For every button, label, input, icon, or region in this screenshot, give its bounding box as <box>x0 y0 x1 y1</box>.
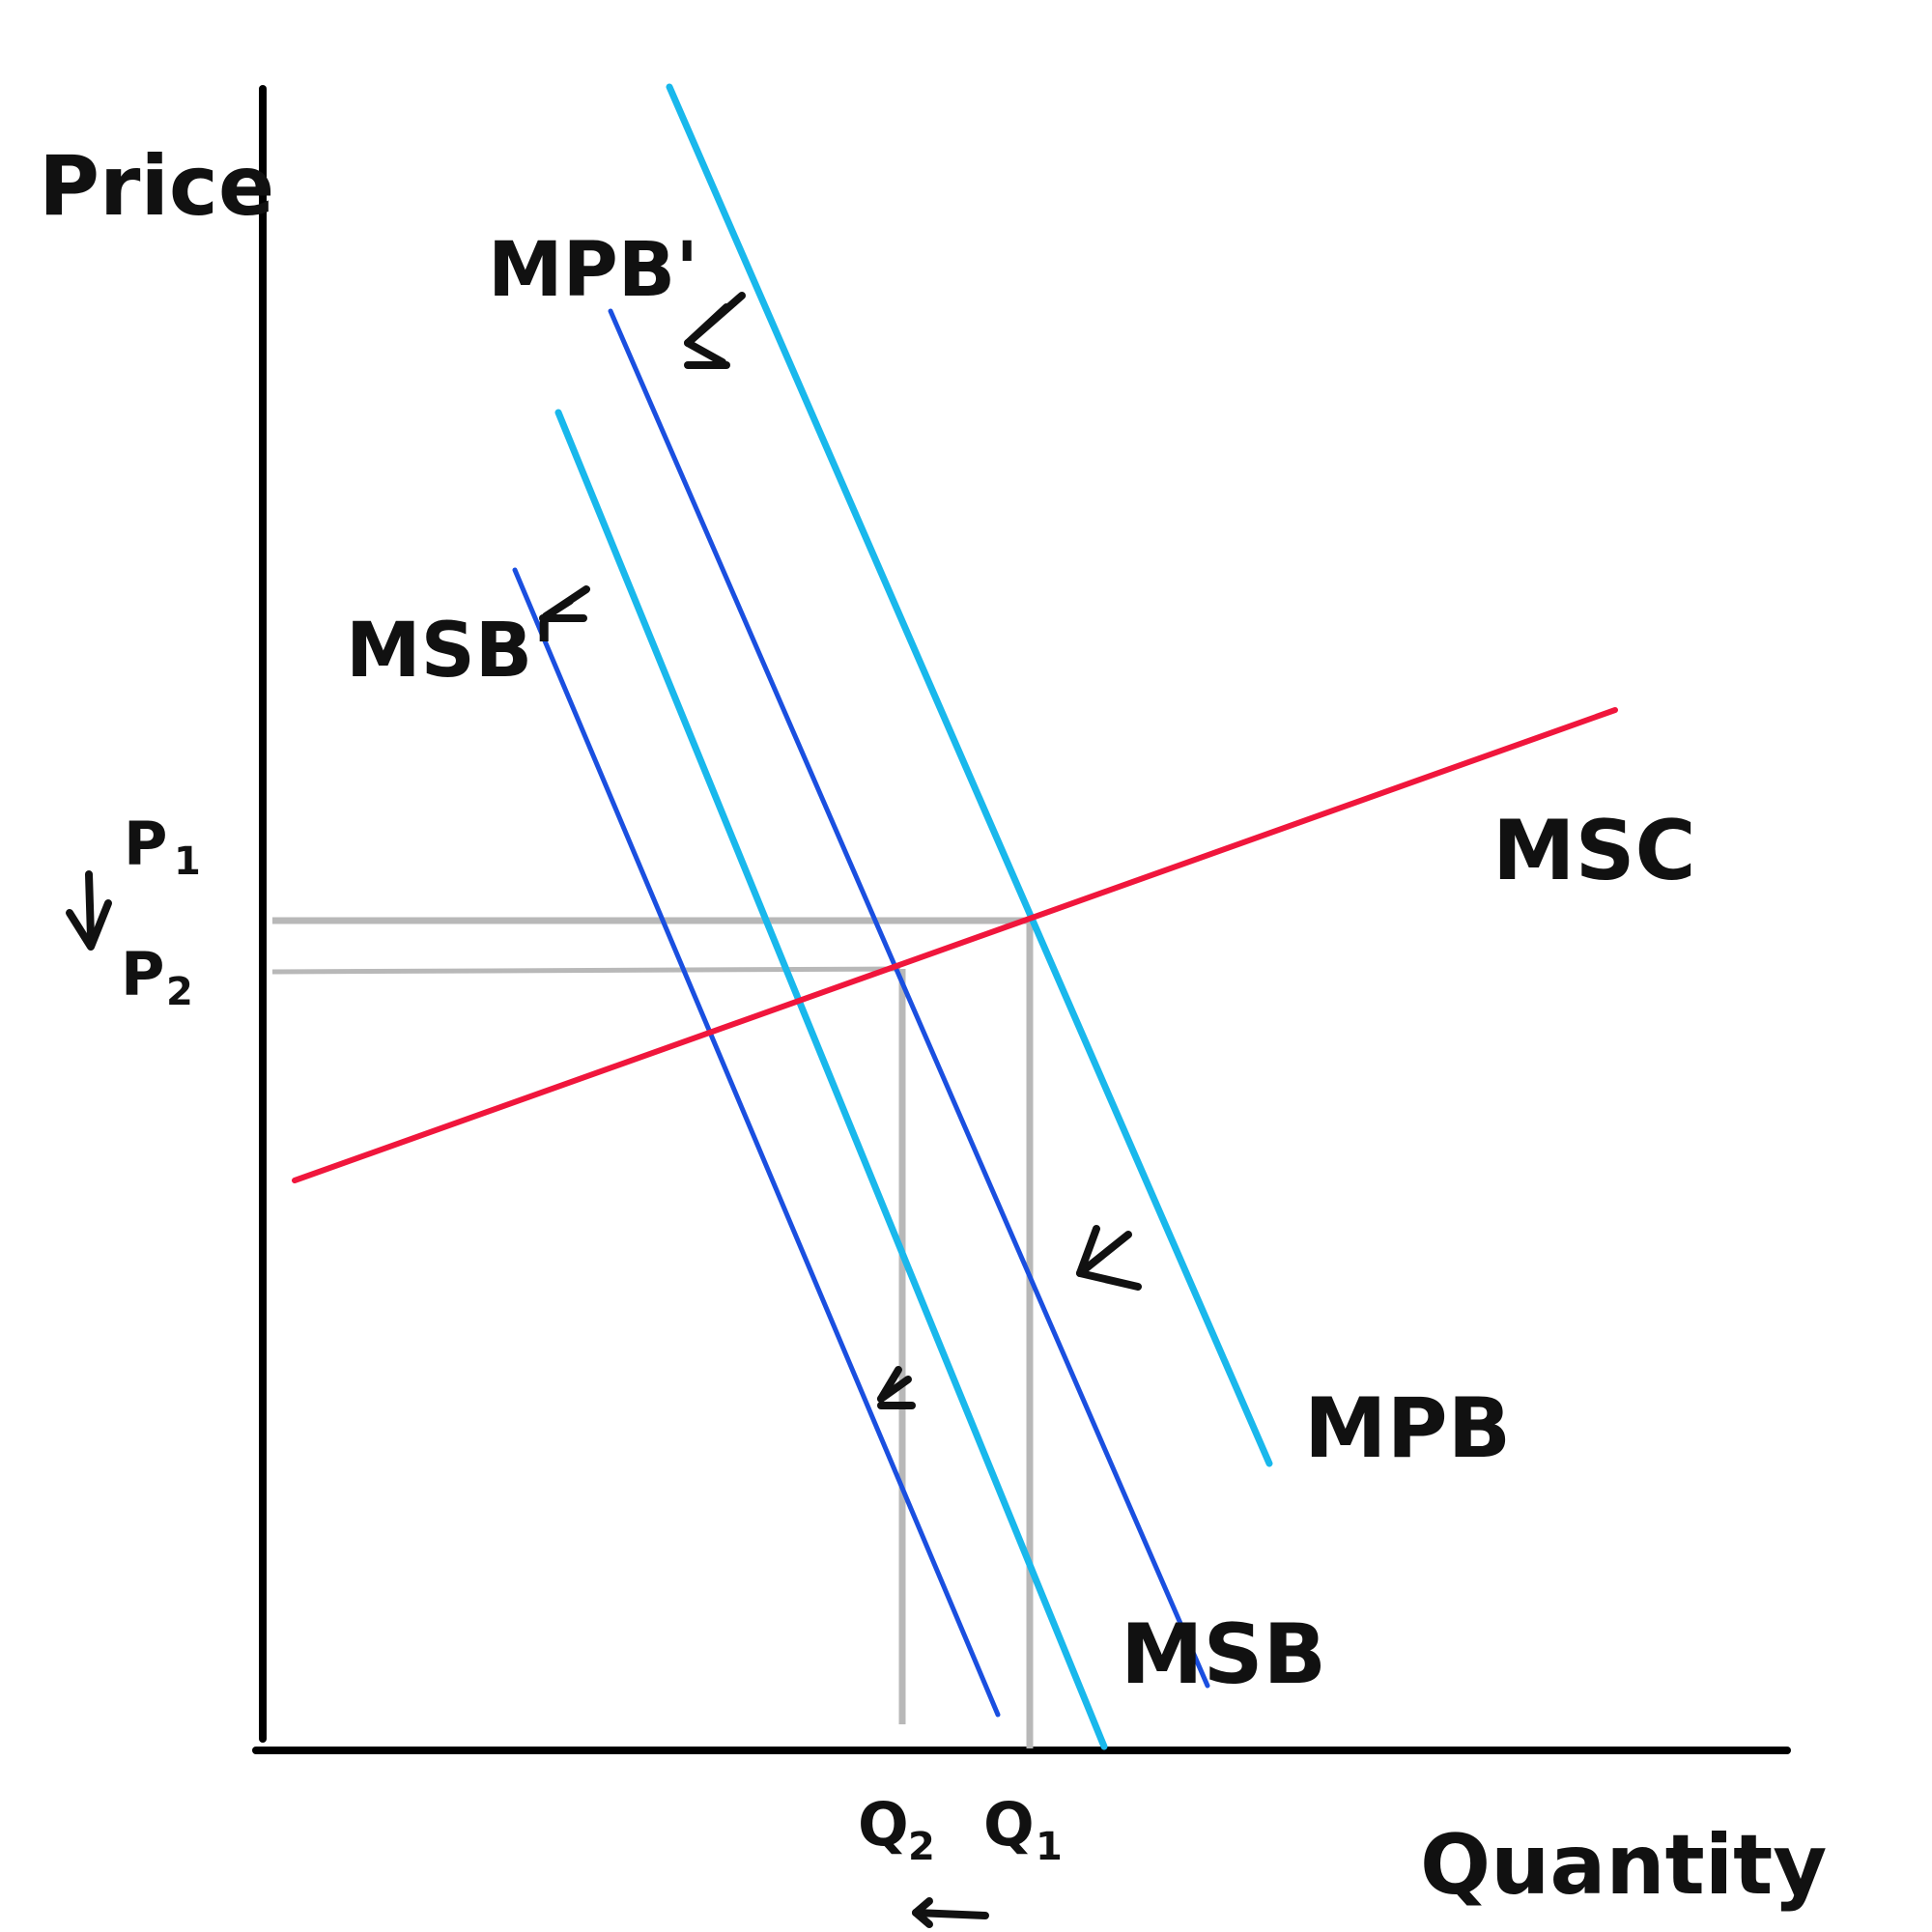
mpb-prime-label: MPB' <box>488 227 698 314</box>
q2-subscript: 2 <box>908 1825 935 1869</box>
msc-label: MSC <box>1492 803 1696 899</box>
y-axis-label: Price <box>39 138 274 235</box>
shift-arrow-icon-msb <box>539 585 590 622</box>
mpb-curve <box>554 409 1108 1750</box>
msb-prime-curve <box>608 308 1210 1689</box>
mpb-label: MPB <box>1304 1380 1511 1477</box>
q1-label: Q <box>983 1789 1035 1860</box>
mpb-prime-curve <box>666 83 1273 1467</box>
x-axis-label: Quantity <box>1420 1817 1827 1914</box>
p2-subscript: 2 <box>166 970 193 1014</box>
guide-p2-horizontal <box>271 966 901 975</box>
q2-label: Q <box>858 1789 909 1860</box>
msc-curve <box>292 707 1618 1183</box>
p1-subscript: 1 <box>174 839 201 884</box>
shift-arrow-icon-right <box>1076 1225 1142 1291</box>
msb-prime-label: MSB' <box>346 608 555 695</box>
msb-curve <box>512 567 1001 1718</box>
quantity-left-arrow-icon <box>912 1897 989 1928</box>
shift-arrow-icon-mpb <box>684 292 746 369</box>
shift-arrow-icon-lower <box>877 1366 916 1409</box>
msb-label: MSB <box>1121 1606 1326 1703</box>
price-down-arrow-icon <box>66 870 112 951</box>
guide-lines <box>271 917 1034 1748</box>
p2-label: P <box>121 939 164 1009</box>
q1-subscript: 1 <box>1036 1825 1063 1869</box>
p1-label: P <box>124 809 167 879</box>
